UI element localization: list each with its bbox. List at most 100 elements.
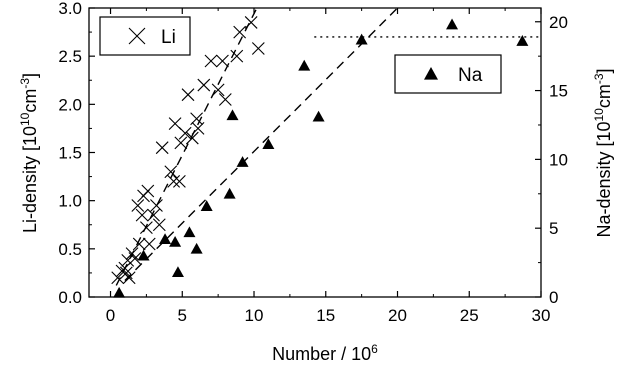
y-left-tick-label: 1.0 (58, 192, 82, 211)
li-point (141, 184, 155, 198)
li-point-stroke (168, 117, 182, 130)
na-point (200, 200, 213, 211)
na-point (312, 110, 325, 122)
na-point (169, 235, 182, 247)
li-point-stroke (233, 25, 247, 39)
na-point (223, 187, 236, 199)
y-left-tick-label: 1.5 (58, 144, 82, 163)
li-point (167, 175, 181, 188)
na-point (113, 286, 126, 298)
y-left-tick-label: 0.0 (58, 288, 82, 307)
li-point-stroke (178, 126, 192, 140)
y-left-tick-label: 3.0 (58, 0, 82, 18)
y-left-title-pre: Li-density [10 (20, 126, 40, 233)
x-axis-title: Number / 106 (272, 342, 378, 364)
li-point (233, 25, 247, 39)
na-fit-line (124, 7, 399, 281)
na-point (190, 242, 203, 254)
li-point (191, 122, 205, 135)
li-point (218, 93, 232, 106)
li-point (174, 136, 188, 150)
y-right-title-post: ] (594, 68, 614, 73)
na-point (298, 59, 311, 71)
y-right-tick-label: 0 (549, 288, 558, 307)
li-point-stroke (211, 83, 225, 97)
x-axis: 0 5 10 15 20 25 30 (106, 8, 551, 325)
y-left-tick-label: 2.5 (58, 47, 82, 66)
legend-na-triangle-marker (424, 67, 438, 80)
li-point-stroke (191, 122, 205, 135)
li-point (128, 252, 142, 265)
li-point-stroke (218, 93, 232, 106)
li-point-stroke (147, 208, 160, 222)
li-point (140, 221, 153, 235)
li-point-stroke (150, 199, 163, 212)
x-axis-title-base: Number / 10 (272, 344, 371, 364)
li-point (251, 42, 265, 55)
na-point (262, 138, 275, 150)
na-series (113, 18, 529, 298)
li-point (173, 175, 186, 188)
li-point (142, 237, 156, 251)
x-axis-title-sup: 6 (371, 342, 378, 356)
y-right-title-pre: Na-density [10 (594, 121, 614, 237)
li-point-stroke (128, 252, 142, 265)
y-left-tick-label: 0.5 (58, 240, 82, 259)
na-point (183, 226, 196, 238)
li-point-stroke (155, 141, 169, 155)
legend-na-label: Na (458, 65, 483, 86)
na-point (236, 156, 249, 167)
li-point (121, 254, 135, 267)
na-point (171, 266, 184, 278)
na-point (446, 18, 459, 30)
fit-lines (115, 7, 541, 286)
li-point-stroke (216, 54, 229, 68)
li-point (147, 208, 160, 222)
li-point-stroke (167, 175, 181, 188)
li-point-stroke (125, 247, 139, 261)
li-series (111, 16, 265, 285)
li-point-stroke (141, 184, 155, 198)
legend-li-box (99, 16, 191, 56)
legend-li: Li (99, 16, 191, 56)
li-point-stroke (164, 165, 178, 179)
legend-li-marker (128, 27, 146, 45)
na-point (226, 109, 239, 121)
x-tick-label: 20 (388, 306, 407, 325)
li-point (131, 199, 145, 212)
x-tick-label: 30 (532, 306, 551, 325)
y-left-tick-label: 2.0 (58, 95, 82, 114)
li-point (216, 54, 229, 68)
legend-na-marker (424, 67, 438, 80)
li-fit-line (115, 7, 258, 286)
li-point (132, 237, 146, 251)
li-point-stroke (140, 221, 153, 235)
li-point (178, 126, 192, 140)
y-right-tick-label: 5 (549, 219, 558, 238)
li-point (204, 54, 218, 68)
li-point (230, 49, 244, 63)
li-point-stroke (131, 199, 145, 212)
li-point-stroke (121, 254, 135, 267)
legend-na: Na (394, 54, 502, 94)
li-point (155, 141, 169, 155)
y-axis-left: 0.0 0.5 1.0 1.5 2.0 2.5 3.0 (58, 0, 95, 307)
li-point-stroke (197, 78, 211, 92)
legend-li-x-marker-stroke (128, 27, 146, 45)
li-point-stroke (119, 266, 133, 280)
na-point (159, 233, 172, 244)
li-point-stroke (135, 208, 149, 222)
y-right-tick-label: 15 (549, 82, 568, 101)
y-right-title-mid: cm (594, 84, 614, 108)
li-point (152, 218, 166, 232)
x-tick-label: 15 (316, 306, 335, 325)
li-point (185, 131, 199, 145)
li-point-stroke (173, 175, 186, 188)
li-point-stroke (122, 271, 136, 285)
na-point (516, 35, 529, 46)
li-point-stroke (251, 42, 265, 55)
li-point-stroke (111, 271, 125, 285)
x-tick-label: 10 (245, 306, 264, 325)
x-tick-label: 25 (460, 306, 479, 325)
